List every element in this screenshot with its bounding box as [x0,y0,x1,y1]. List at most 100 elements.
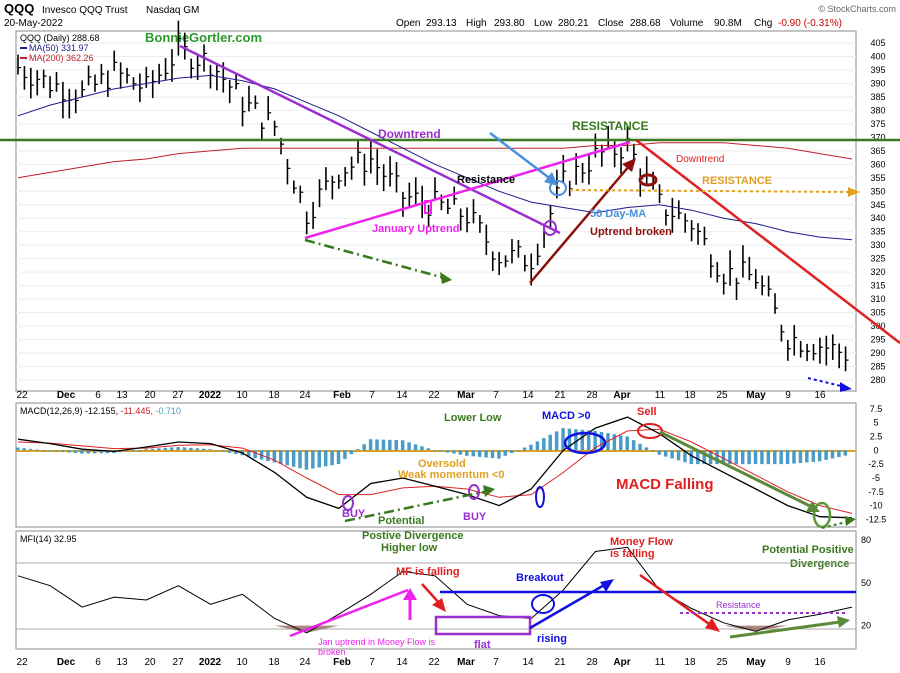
rising-label: rising [537,633,567,645]
macd-hist-bar [407,442,411,451]
price-gridlines [16,42,856,381]
macd-hist-bar [375,439,379,451]
macd-hist-bar [445,450,450,453]
macd-hist-bar [811,450,816,462]
price-tick-label: 370 [870,132,885,142]
x-tick-label: 14 [396,390,408,401]
macd-tick-label: -7.5 [868,487,884,497]
x-tick-label: Dec [57,657,76,668]
price-tick-label: 285 [870,361,885,371]
price-tick-label: 325 [870,254,885,264]
x-tick-label: 11 [655,390,666,401]
x-tick-label: 6 [95,657,101,668]
x-tick-label: 7 [493,390,499,401]
x-tick-label: Mar [457,390,475,401]
copyright: © StockCharts.com [818,4,896,14]
macd-hist-bar [471,450,475,457]
x-tick-label: 10 [236,657,248,668]
x-tick-label: 6 [95,390,101,401]
price-tick-label: 340 [870,213,885,223]
oversold-label: Oversold [418,458,466,470]
macd-hist-bar [554,431,559,451]
macd-hist-bar [118,450,123,453]
price-y-axis: 2802852902953003053103153203253303353403… [870,38,885,385]
macd-hist-bar [227,450,232,453]
weak-momentum-label: Weak momentum <0 [398,469,504,481]
ma200-line [17,142,853,179]
price-tick-label: 335 [870,227,885,237]
macd-hist-bar [452,450,456,454]
macd-hist-bar [349,450,354,455]
macd-hist-bar [433,450,437,452]
macd-hist-bar [606,433,610,451]
macd-hist-bar [266,450,270,462]
mfi-tick-label: 50 [861,578,871,588]
price-divergence-arrowhead [440,272,452,284]
macd-tick-label: 7.5 [870,404,883,414]
chart-date: 20-May-2022 [4,18,63,29]
resistance-test-circle [638,173,658,187]
macd-hist-bar [246,450,251,457]
x-tick-label: 20 [144,390,156,401]
macd-hist-bar [279,450,283,464]
macd-hist-bar [60,450,65,452]
x-tick-label: 7 [369,390,375,401]
downtrend-red-label: Downtrend [676,154,724,165]
macd-hist-bar [86,450,91,454]
x-tick-label: 22 [428,657,440,668]
macd-hist-bar [702,450,706,465]
macd-hist-bar [721,450,726,465]
price-panel-frame [15,30,857,392]
macd-hist-bar [28,448,33,451]
price-tick-label: 365 [870,146,885,156]
macd-line [17,416,853,519]
macd-hist-bar [516,450,520,452]
ma50-annotation-label: 50 Day-MA [590,208,646,220]
x-tick-label: Feb [333,657,351,668]
macd-hist-bar [413,444,418,451]
macd-hist-bar [356,449,360,451]
mfi-y-axis: 80 50 20 [861,535,871,631]
macd-hist-bar [586,430,591,451]
flat-label: flat [474,639,491,651]
x-tick-label: 28 [586,390,598,401]
x-tick-label: 10 [236,390,248,401]
x-tick-label: 28 [586,657,598,668]
macd-hist-bar [599,432,604,451]
price-lower-low-arrowhead [840,382,852,392]
macd-hist-bar [99,450,103,454]
macd-lower-low-circle [535,486,545,508]
price-tick-label: 315 [870,281,885,291]
x-tick-label: 2022 [199,657,222,668]
x-tick-label: 14 [522,390,534,401]
price-tick-label: 320 [870,267,885,277]
macd-hist-bar [189,447,193,451]
macd-hist-bar [625,436,629,451]
price-x-axis: 22 Dec 6 13 20 27 2022 10 18 24 Feb 7 14 22 Mar 7 14 21 28… [16,390,826,401]
price-divergence-line [304,238,453,282]
macd-hist-bar [272,450,277,463]
mfi-resistance-label: Resistance [716,600,761,610]
macd-hist-bar [683,450,687,463]
x-tick-label: 16 [814,390,826,401]
x-tick-label: 24 [299,390,311,401]
macd-hist-bar [343,450,347,460]
macd-hist-bar [670,450,674,459]
macd-hist-bar [92,450,97,454]
mfi-divergence-arrowhead [837,616,850,628]
macd-hist-bar [696,450,700,465]
macd-hist-bar [760,450,764,465]
macd-hist-bar [458,450,463,455]
macd-panel-frame [15,402,857,528]
macd-hist-bar [394,440,399,451]
price-tick-label: 295 [870,334,885,344]
macd-hist-bar [484,450,488,458]
macd-hist-bar [779,450,783,465]
macd-hist-bar [689,450,694,465]
x-tick-label: May [746,390,766,401]
macd-hist-bar [824,450,828,460]
resistance-label: Resistance [457,174,515,186]
macd-hist-bar [753,450,758,465]
macd-hist-bar [651,450,655,452]
